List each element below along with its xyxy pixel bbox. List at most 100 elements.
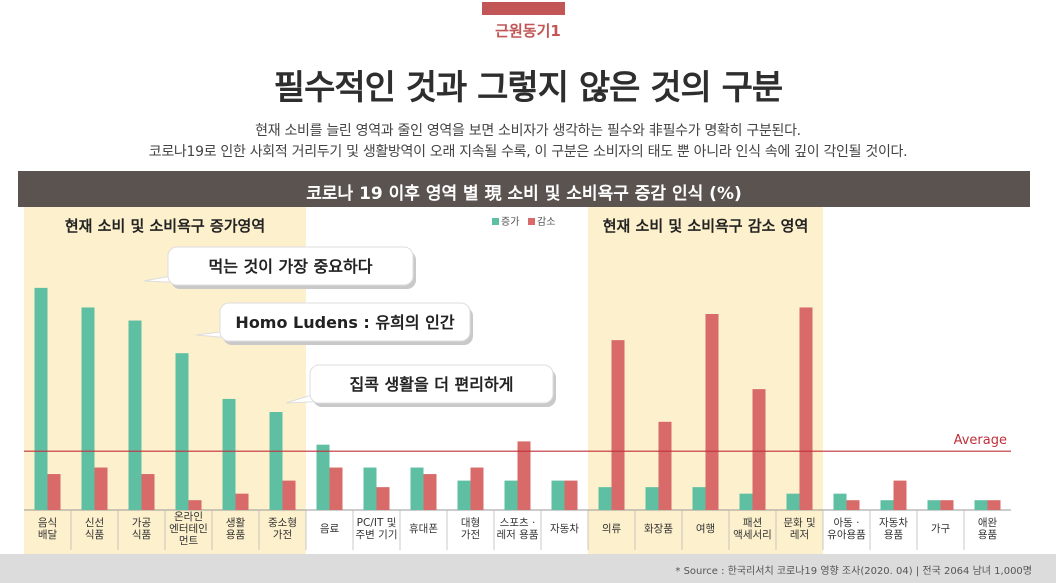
callout-text-3: 집콕 생활을 더 편리하게 xyxy=(350,375,514,394)
x-tick-label-8: PC/IT 및 주변 기기 xyxy=(356,517,398,541)
x-tick-label-line: 가전 xyxy=(273,529,292,541)
bar-decrease-4 xyxy=(188,500,202,510)
x-tick-label-15: 여행 xyxy=(696,523,715,535)
subtitle-line-1: 현재 소비를 늘린 영역과 줄인 영역을 보면 소비자가 생각하는 필수와 非필… xyxy=(255,123,801,139)
bar-increase-4 xyxy=(175,353,189,510)
x-tick-label-line: 온라인 xyxy=(174,511,203,523)
average-label: Average xyxy=(954,433,1007,448)
bar-increase-6 xyxy=(269,412,283,510)
bar-decrease-13 xyxy=(611,340,625,510)
bar-decrease-19 xyxy=(893,480,907,510)
x-tick-label-line: 아동 · xyxy=(834,517,860,529)
bar-decrease-11 xyxy=(517,441,531,510)
bar-decrease-7 xyxy=(329,467,343,510)
x-tick-label-line: 문화 및 xyxy=(783,517,815,529)
bar-increase-15 xyxy=(692,487,706,510)
x-tick-label-21: 애완 용품 xyxy=(978,516,998,541)
x-tick-label-line: 주변 기기 xyxy=(356,529,398,541)
x-tick-label-line: 패션 xyxy=(743,517,762,529)
bar-increase-5 xyxy=(222,398,236,510)
callout-text-2: Homo Ludens : 유희의 인간 xyxy=(235,313,454,332)
bar-increase-9 xyxy=(410,467,424,510)
x-tick-label-line: 먼트 xyxy=(179,535,199,547)
x-tick-label-20: 가구 xyxy=(931,523,951,535)
chart-banner-title: 코로나 19 이후 영역 별 現 소비 및 소비욕구 증감 인식 (%) xyxy=(306,184,742,204)
x-tick-label-line: 용품 xyxy=(226,529,246,541)
region-label-2: 현재 소비 및 소비욕구 감소 영역 xyxy=(603,217,809,235)
x-tick-label-9: 휴대폰 xyxy=(409,523,438,535)
x-tick-label-line: 스포츠 · xyxy=(500,517,536,529)
bar-increase-7 xyxy=(316,444,330,510)
bar-increase-1 xyxy=(34,287,48,510)
footer: * Source : 한국리서치 코로나19 영향 조사(2020. 04) |… xyxy=(0,554,1056,583)
bar-decrease-9 xyxy=(423,474,437,510)
bar-decrease-10 xyxy=(470,467,484,510)
bar-increase-13 xyxy=(598,487,612,510)
bar-decrease-21 xyxy=(987,500,1001,510)
x-tick-label-line: 엔터테인 xyxy=(169,523,208,535)
bar-decrease-3 xyxy=(141,474,155,510)
chart-banner: 코로나 19 이후 영역 별 現 소비 및 소비욕구 증감 인식 (%) xyxy=(18,171,1030,207)
bar-increase-16 xyxy=(739,493,753,510)
legend-swatch-decrease xyxy=(528,218,535,225)
x-tick-label-line: 음료 xyxy=(320,523,340,535)
x-tick-label-19: 자동차 용품 xyxy=(879,517,908,541)
bar-decrease-1 xyxy=(47,474,61,510)
x-tick-label-2: 신선 식품 xyxy=(85,517,105,541)
x-tick-label-line: 여행 xyxy=(696,523,715,535)
source-note: * Source : 한국리서치 코로나19 영향 조사(2020. 04) |… xyxy=(675,566,1032,577)
x-tick-label-line: 화장품 xyxy=(644,523,673,535)
bar-decrease-6 xyxy=(282,480,296,510)
x-tick-label-line: 자동차 xyxy=(550,523,579,535)
bar-increase-19 xyxy=(880,500,894,510)
x-tick-label-line: 신선 xyxy=(85,517,104,529)
x-tick-label-line: 자동차 xyxy=(879,517,908,529)
x-tick-label-1: 음식 배달 xyxy=(38,517,58,541)
x-tick-label-7: 음료 xyxy=(320,523,340,535)
x-tick-label-4: 온라인 엔터테인 먼트 xyxy=(169,511,208,547)
x-tick-label-line: 생활 xyxy=(226,516,246,529)
bar-increase-8 xyxy=(363,467,377,510)
callout-text-1: 먹는 것이 가장 중요하다 xyxy=(209,257,373,276)
bar-increase-17 xyxy=(786,493,800,510)
x-tick-label-5: 생활 용품 xyxy=(226,516,246,541)
x-tick-label-3: 가공 식품 xyxy=(132,517,152,541)
bar-decrease-15 xyxy=(705,314,719,510)
bar-increase-20 xyxy=(927,500,941,510)
x-tick-label-11: 스포츠 · 레저 용품 xyxy=(497,517,539,541)
x-tick-label-line: 식품 xyxy=(132,529,152,541)
bar-decrease-17 xyxy=(799,307,813,510)
x-tick-label-12: 자동차 xyxy=(550,523,579,535)
x-tick-label-line: 애완 xyxy=(978,516,998,529)
bar-decrease-18 xyxy=(846,500,860,510)
x-tick-label-line: 가구 xyxy=(931,523,951,535)
bar-increase-2 xyxy=(81,307,95,510)
bar-increase-10 xyxy=(457,480,471,510)
x-tick-label-line: 용품 xyxy=(978,529,998,541)
tag-bar xyxy=(482,2,565,15)
x-tick-label-line: 배달 xyxy=(38,529,58,541)
x-tick-label-line: 음식 xyxy=(38,517,57,529)
x-tick-label-13: 의류 xyxy=(602,523,622,535)
section-tag: 근원동기1 xyxy=(495,22,561,40)
bar-increase-21 xyxy=(974,500,988,510)
bar-decrease-12 xyxy=(564,480,578,510)
legend-label-decrease: 감소 xyxy=(537,216,555,228)
x-tick-label-line: 레저 xyxy=(790,529,809,541)
x-tick-label-18: 아동 · 유아용품 xyxy=(827,517,866,541)
callout-bubble-3 xyxy=(309,364,554,404)
x-tick-label-line: 의류 xyxy=(602,523,622,535)
x-tick-label-line: 용품 xyxy=(884,529,904,541)
x-tick-label-14: 화장품 xyxy=(644,523,673,535)
x-tick-label-6: 중소형 가전 xyxy=(268,517,297,541)
bar-decrease-20 xyxy=(940,500,954,510)
x-tick-label-line: 휴대폰 xyxy=(409,523,438,535)
x-tick-label-10: 대형 가전 xyxy=(461,517,480,541)
subtitle-line-2: 코로나19로 인한 사회적 거리두기 및 생활방역이 오래 지속될 수록, 이 … xyxy=(148,144,908,160)
x-tick-label-line: 식품 xyxy=(85,529,105,541)
bar-decrease-2 xyxy=(94,467,108,510)
bar-increase-14 xyxy=(645,487,659,510)
callout-bubble-2 xyxy=(219,302,471,342)
bar-decrease-5 xyxy=(235,493,249,510)
